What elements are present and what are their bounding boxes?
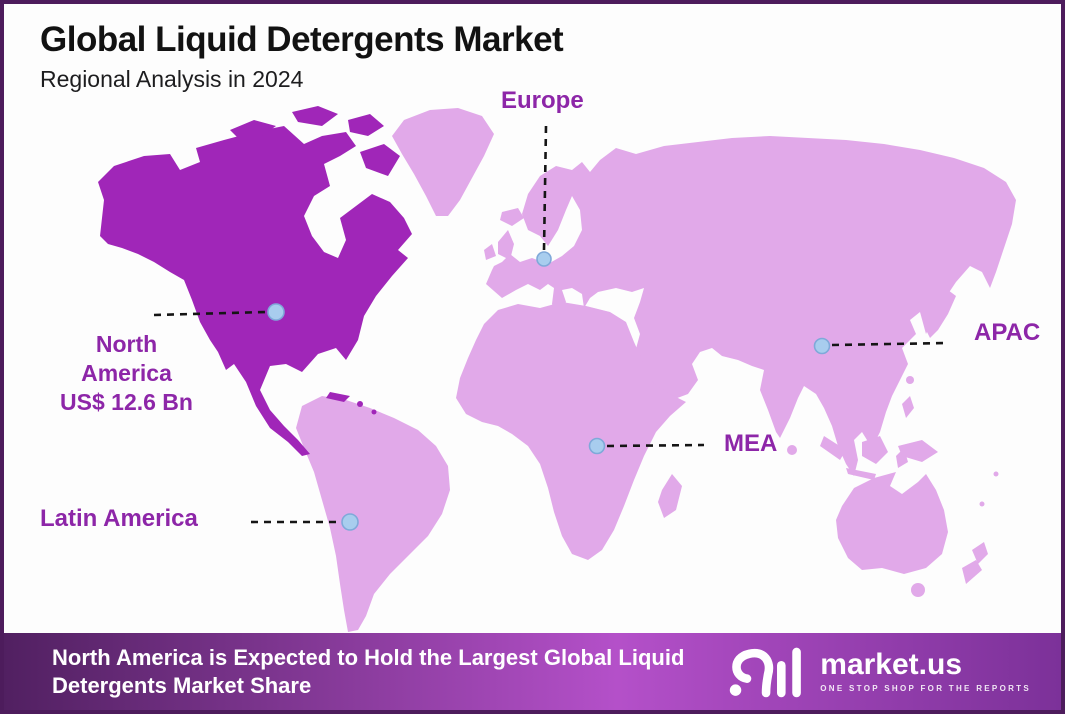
region-label-north-america: North America US$ 12.6 Bn [34,330,219,417]
connector-north-america [153,310,267,317]
continent-greenland [392,108,494,216]
continent-africa [456,302,686,560]
page-subtitle: Regional Analysis in 2024 [40,66,304,92]
island-taiwan [906,376,914,384]
region-label-mea: MEA [724,430,778,457]
marker-dot-latin-america [341,513,359,531]
island-sri-lanka [787,445,797,455]
region-label-europe: Europe [501,87,584,114]
continent-eurasia [486,136,1016,476]
region-label-north-america-name: North America [81,331,172,386]
footer-caption: North America is Expected to Hold the La… [52,644,685,698]
market-us-logo-icon [730,647,802,697]
island-pacific-1 [979,501,985,507]
island-tasmania [911,583,925,597]
region-label-apac: APAC [974,319,1041,346]
island-caribbean-1 [357,401,363,407]
brand-name: market.us [820,648,963,681]
connector-mea [606,443,705,448]
brand-text: market.us ONE STOP SHOP FOR THE REPORTS [820,648,1031,694]
continent-north-america [98,126,412,456]
islands-philippines [902,396,914,418]
island-pacific-2 [993,471,999,477]
marker-dot-europe [536,251,552,267]
brand-tagline: ONE STOP SHOP FOR THE REPORTS [820,684,1031,693]
marker-dot-mea [588,437,606,455]
islands-canadian-arctic [230,106,400,176]
island-new-guinea [898,440,938,462]
islands-indonesia [820,436,908,480]
brand-logo: market.us ONE STOP SHOP FOR THE REPORTS [726,643,1031,701]
footer-bar: North America is Expected to Hold the La… [4,633,1061,710]
continent-australia [836,472,948,574]
page-title: Global Liquid Detergents Market [40,20,564,59]
world-map [98,106,1016,632]
continent-south-america [296,396,450,632]
island-iceland [500,208,524,226]
region-label-latin-america: Latin America [40,505,198,532]
islands-japan [926,290,956,338]
islands-caribbean [326,392,350,402]
island-madagascar [658,474,682,518]
marker-dot-north-america [267,303,285,321]
island-britain [498,230,514,260]
island-new-zealand [962,542,988,584]
marker-dot-apac [813,337,831,355]
island-ireland [484,244,496,260]
region-value-north-america: US$ 12.6 Bn [60,389,193,415]
island-caribbean-2 [371,409,377,415]
connector-apac [831,341,948,347]
header: Global Liquid Detergents Market Regional… [40,20,564,93]
